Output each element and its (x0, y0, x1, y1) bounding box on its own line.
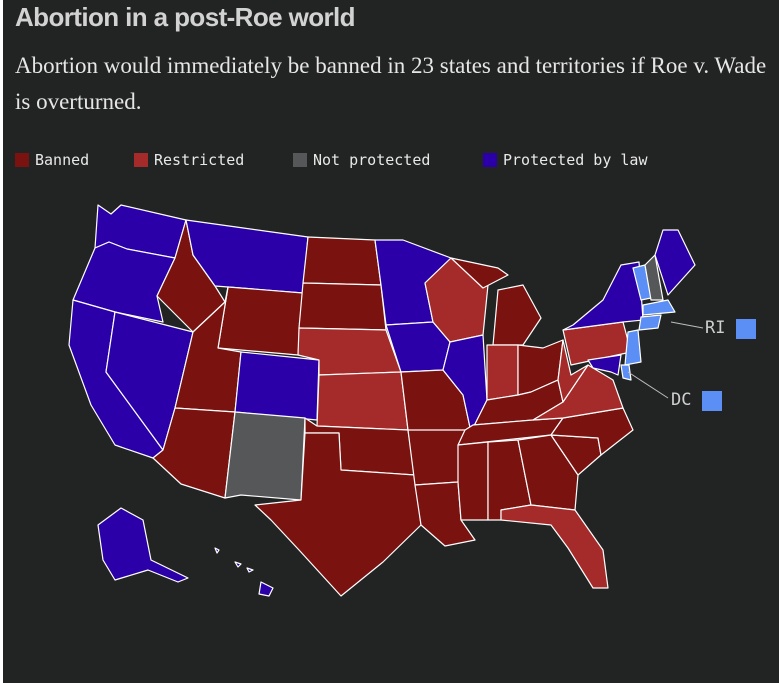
state-nh[interactable] (644, 254, 664, 301)
state-co[interactable] (234, 351, 320, 421)
state-ny[interactable] (562, 261, 644, 331)
callout-swatch-dc (702, 391, 722, 411)
state-sd[interactable] (298, 282, 387, 331)
legend-label-protected: Protected by law (503, 151, 648, 169)
state-ms[interactable] (457, 441, 489, 521)
legend-item-protected: Protected by law (483, 151, 648, 169)
state-ak[interactable] (97, 507, 189, 583)
state-de[interactable] (620, 364, 632, 381)
legend-label-restricted: Restricted (154, 151, 245, 169)
state-in[interactable] (486, 344, 519, 401)
map-panel: Abortion in a post-Roe world Abortion wo… (3, 0, 779, 683)
state-nd[interactable] (302, 236, 382, 286)
legend-swatch-not-protected (293, 153, 307, 167)
state-md[interactable] (587, 354, 622, 376)
callout-lines (627, 321, 704, 399)
legend-swatch-restricted (134, 153, 148, 167)
state-wv[interactable] (557, 339, 589, 403)
state-ks[interactable] (316, 371, 409, 431)
state-ma[interactable] (642, 299, 676, 316)
state-ar[interactable] (407, 429, 466, 486)
legend-item-restricted: Restricted (134, 151, 244, 169)
state-nm[interactable] (224, 411, 306, 501)
legend-label-banned: Banned (35, 151, 90, 169)
state-hi[interactable] (214, 547, 274, 597)
legend-swatch-protected (483, 153, 497, 167)
state-me[interactable] (654, 229, 696, 296)
state-ct[interactable] (638, 314, 662, 331)
us-map (68, 204, 704, 597)
page-subtitle: Abortion would immediately be banned in … (15, 53, 767, 114)
legend-item-banned: Banned (15, 151, 89, 169)
legend-item-not-protected: Not protected (293, 151, 430, 169)
state-wy[interactable] (217, 286, 304, 356)
page-title: Abortion in a post-Roe world (15, 2, 356, 32)
state-tx[interactable] (254, 432, 422, 597)
callout-swatch-ri (736, 319, 756, 339)
state-fl[interactable] (500, 504, 609, 589)
callout-label-dc: DC (671, 390, 692, 410)
legend-swatch-banned (15, 153, 29, 167)
state-mi[interactable] (450, 257, 542, 346)
legend-label-not-protected: Not protected (313, 151, 431, 169)
callout-label-ri: RI (705, 318, 726, 338)
state-nj[interactable] (624, 329, 642, 366)
